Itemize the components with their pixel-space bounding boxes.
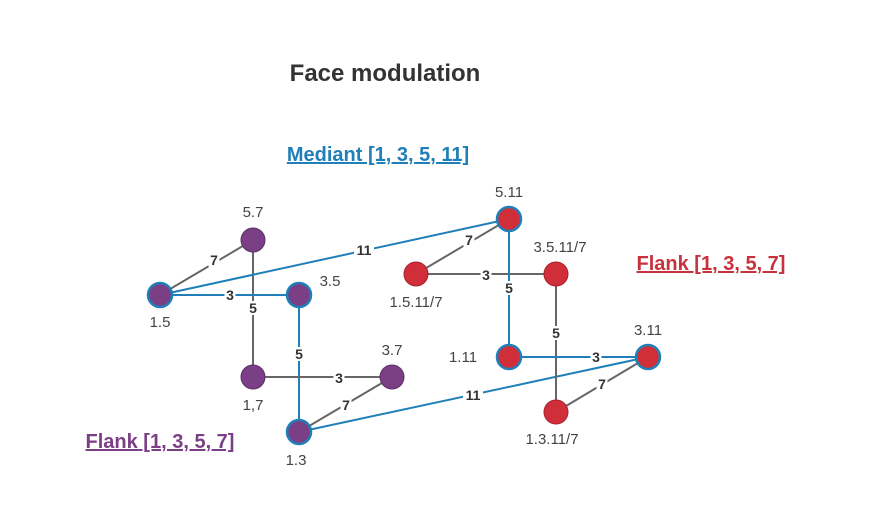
node-label-r1311: 1.3.11/7 bbox=[525, 431, 578, 448]
node-label-r111: 1.11 bbox=[449, 349, 477, 366]
edge-label-r3511-r1311: 5 bbox=[552, 325, 560, 341]
edge-p15-p57 bbox=[159, 239, 254, 296]
node-p35 bbox=[285, 281, 313, 309]
node-labels-layer: 5.7 1.5 3.5 1,7 3.7 1.3 5.11 1.5.11/7 3.5.11/7 1.… bbox=[150, 184, 662, 469]
edge-label-r1311-r311: 7 bbox=[598, 376, 606, 392]
node-p15 bbox=[146, 281, 174, 309]
edge-label-bg bbox=[247, 301, 259, 315]
node-p17 bbox=[240, 364, 266, 390]
node-r511 bbox=[495, 205, 523, 233]
edge-label-p57-p17: 5 bbox=[249, 300, 257, 316]
diagram-title: Face modulation bbox=[290, 60, 481, 87]
nodes-layer bbox=[146, 205, 662, 446]
node-label-p17: 1,7 bbox=[243, 397, 264, 414]
node-label-r511: 5.11 bbox=[495, 184, 523, 201]
edge-label-p15-p35: 3 bbox=[226, 287, 234, 303]
node-label-p15: 1.5 bbox=[150, 314, 171, 331]
flank-left-heading: Flank [1, 3, 5, 7] bbox=[86, 431, 235, 453]
edge-p15-r511 bbox=[159, 218, 510, 296]
edge-r1511-r511 bbox=[415, 218, 510, 275]
node-p13 bbox=[285, 418, 313, 446]
node-p37 bbox=[379, 364, 405, 390]
node-r1311 bbox=[543, 399, 569, 425]
edge-label-p17-p37: 3 bbox=[335, 370, 343, 386]
node-r1511 bbox=[403, 261, 429, 287]
edge-label-p35-p13: 5 bbox=[295, 346, 303, 362]
edge-label-bg bbox=[596, 377, 608, 391]
edge-label-bg bbox=[340, 398, 352, 412]
node-label-p13: 1.3 bbox=[286, 452, 307, 469]
edge-label-bg bbox=[208, 253, 220, 267]
node-r111 bbox=[495, 343, 523, 371]
node-label-p37: 3.7 bbox=[382, 342, 403, 359]
edge-label-p13-r311: 11 bbox=[466, 387, 481, 403]
node-label-r311: 3.11 bbox=[634, 322, 662, 339]
edge-label-r511-r111: 5 bbox=[505, 280, 513, 296]
node-p57 bbox=[240, 227, 266, 253]
edge-label-r1511-r511: 7 bbox=[465, 232, 473, 248]
edge-label-bg bbox=[293, 347, 305, 361]
node-label-r3511: 3.5.11/7 bbox=[533, 239, 586, 256]
node-label-p35: 3.5 bbox=[320, 273, 341, 290]
edge-label-r111-r311: 3 bbox=[592, 349, 600, 365]
edge-label-r1511-r3511: 3 bbox=[482, 267, 490, 283]
edge-label-bg bbox=[224, 288, 236, 302]
node-label-p57: 5.7 bbox=[243, 204, 264, 221]
edge-label-bg bbox=[503, 281, 515, 295]
edge-label-p15-r511: 11 bbox=[357, 242, 372, 258]
edge-label-bg bbox=[463, 388, 483, 402]
node-r3511 bbox=[543, 261, 569, 287]
edge-label-bg bbox=[550, 326, 562, 340]
edge-label-p15-p57: 7 bbox=[210, 252, 218, 268]
edge-label-bg bbox=[480, 268, 492, 282]
mediant-heading: Mediant [1, 3, 5, 11] bbox=[287, 144, 469, 166]
flank-right-heading: Flank [1, 3, 5, 7] bbox=[637, 253, 786, 275]
node-label-r1511: 1.5.11/7 bbox=[389, 294, 442, 311]
edge-label-bg bbox=[354, 243, 374, 257]
edge-label-bg bbox=[590, 350, 602, 364]
node-r311 bbox=[634, 343, 662, 371]
edge-label-bg bbox=[463, 233, 475, 247]
edge-label-p37-p13: 7 bbox=[342, 397, 350, 413]
edge-label-bg bbox=[333, 371, 345, 385]
